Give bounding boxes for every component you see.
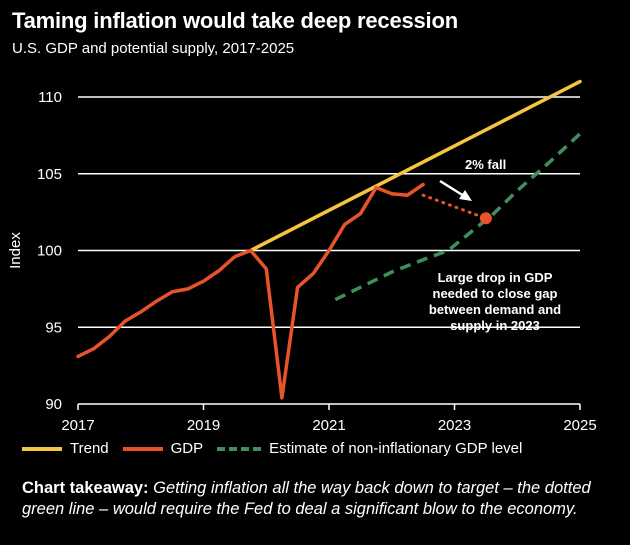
- chart-plot-area: 90 95 100 105 110 2017 2019 2021 2023 2025 Index 2…: [7, 79, 597, 434]
- x-tick-label-2017: 2017: [61, 417, 94, 434]
- annotation-note-line-2: needed to close gap: [433, 286, 558, 301]
- chart-legend: Trend GDP Estimate of non-inflationary G…: [22, 440, 536, 457]
- y-tick-label-110: 110: [38, 89, 62, 106]
- legend-item-trend: Trend: [22, 440, 109, 457]
- annotation-note-line-1: Large drop in GDP: [438, 270, 553, 285]
- series-line-trend: [248, 79, 582, 253]
- annotation-note-line-4: supply in 2023: [450, 318, 540, 333]
- legend-swatch-estimate: [217, 446, 262, 451]
- x-tick-label-2025: 2025: [563, 417, 596, 434]
- legend-label-trend: Trend: [70, 440, 109, 457]
- gdp-target-marker: [479, 212, 492, 225]
- y-tick-label-105: 105: [37, 166, 62, 183]
- y-tick-label-100: 100: [37, 243, 62, 260]
- series-line-estimate-of-non-inflationary-gdp-level: [334, 132, 582, 302]
- annotation-note-line-3: between demand and: [429, 302, 561, 317]
- legend-swatch-gdp: [122, 446, 163, 451]
- annotation-arrow-shaft: [439, 179, 465, 198]
- x-tick-label-2021: 2021: [312, 417, 345, 434]
- legend-label-estimate: Estimate of non-inflationary GDP level: [269, 440, 523, 457]
- legend-item-gdp: GDP: [122, 440, 204, 457]
- legend-item-estimate: Estimate of non-inflationary GDP level: [217, 440, 522, 457]
- takeaway-text: Getting inflation all the way back down …: [22, 479, 591, 518]
- y-axis-label: Index: [7, 232, 24, 269]
- legend-swatch-trend: [22, 446, 62, 451]
- series-line-gdp: [76, 182, 425, 400]
- chart-subtitle: U.S. GDP and potential supply, 2017-2025: [12, 40, 295, 57]
- takeaway-label: Chart takeaway:: [22, 479, 149, 497]
- chart-title: Taming inflation would take deep recessi…: [12, 8, 458, 33]
- series-line-gdp-projected-fall: [421, 193, 488, 220]
- y-tick-label-90: 90: [45, 396, 62, 413]
- chart-takeaway: Chart takeaway: Getting inflation all th…: [22, 478, 622, 520]
- annotation-arrow-head: [459, 190, 472, 201]
- x-tick-label-2023: 2023: [438, 417, 471, 434]
- x-tick-label-2019: 2019: [187, 417, 220, 434]
- y-tick-label-95: 95: [45, 319, 62, 336]
- annotation-2pct-fall: 2% fall: [465, 157, 506, 172]
- legend-label-gdp: GDP: [170, 440, 204, 457]
